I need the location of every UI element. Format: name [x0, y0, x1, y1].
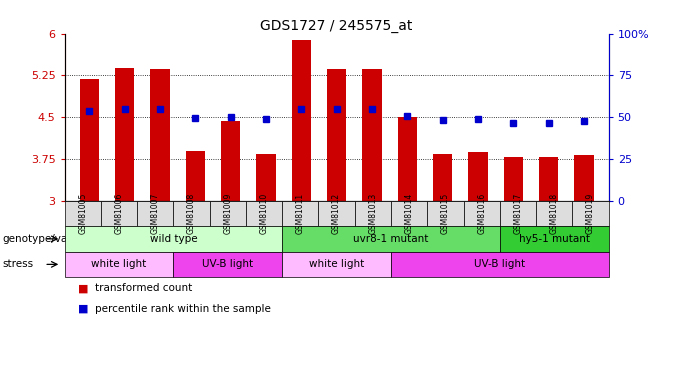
Bar: [256, 154, 275, 201]
Text: wild type: wild type: [150, 234, 197, 244]
Title: GDS1727 / 245575_at: GDS1727 / 245575_at: [260, 19, 413, 33]
Text: ■: ■: [78, 304, 88, 314]
Bar: [221, 121, 240, 201]
Text: GSM81010: GSM81010: [260, 193, 269, 234]
Text: UV-B light: UV-B light: [202, 260, 254, 269]
Text: GSM81013: GSM81013: [369, 193, 377, 234]
Text: GSM81008: GSM81008: [187, 193, 196, 234]
Bar: [469, 152, 488, 201]
Text: transformed count: transformed count: [95, 284, 192, 293]
Text: GSM81014: GSM81014: [405, 193, 413, 234]
Text: GSM81017: GSM81017: [513, 193, 522, 234]
Bar: [398, 117, 417, 201]
Bar: [327, 69, 346, 201]
Text: UV-B light: UV-B light: [474, 260, 526, 269]
Bar: [186, 151, 205, 201]
Text: percentile rank within the sample: percentile rank within the sample: [95, 304, 271, 314]
Text: GSM81012: GSM81012: [332, 193, 341, 234]
Bar: [574, 155, 594, 201]
Text: GSM81007: GSM81007: [151, 193, 160, 234]
Text: genotype/variation: genotype/variation: [2, 234, 101, 244]
Bar: [539, 157, 558, 201]
Text: GSM81005: GSM81005: [78, 193, 87, 234]
Text: ■: ■: [78, 284, 88, 293]
Bar: [433, 154, 452, 201]
Bar: [115, 68, 135, 201]
Text: white light: white light: [91, 260, 147, 269]
Bar: [362, 69, 381, 201]
Bar: [292, 40, 311, 201]
Bar: [80, 80, 99, 201]
Bar: [150, 69, 170, 201]
Text: uvr8-1 mutant: uvr8-1 mutant: [354, 234, 428, 244]
Text: GSM81011: GSM81011: [296, 193, 305, 234]
Text: GSM81009: GSM81009: [223, 193, 233, 234]
Text: hy5-1 mutant: hy5-1 mutant: [519, 234, 590, 244]
Bar: [503, 157, 523, 201]
Text: GSM81018: GSM81018: [549, 193, 559, 234]
Text: white light: white light: [309, 260, 364, 269]
Text: stress: stress: [2, 260, 33, 269]
Text: GSM81019: GSM81019: [586, 193, 595, 234]
Text: GSM81016: GSM81016: [477, 193, 486, 234]
Text: GSM81006: GSM81006: [114, 193, 124, 234]
Text: GSM81015: GSM81015: [441, 193, 450, 234]
